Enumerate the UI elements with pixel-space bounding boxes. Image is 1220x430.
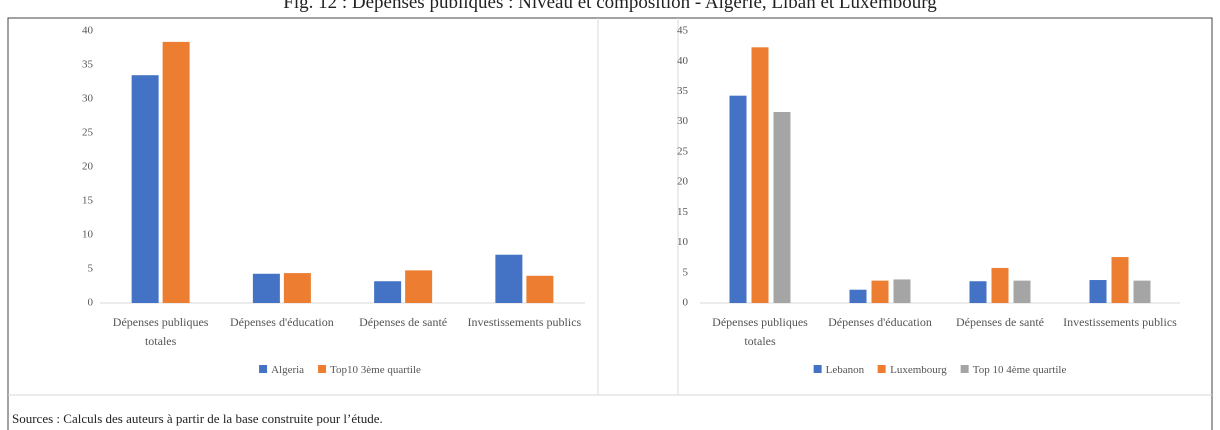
legend-item: Algeria [259, 364, 304, 376]
bar [969, 281, 987, 303]
figure-title: Fig. 12 : Dépenses publiques : Niveau et… [283, 0, 937, 13]
bar [405, 270, 433, 303]
bar [131, 75, 159, 303]
bar [893, 279, 911, 303]
legend-swatch [878, 365, 887, 373]
x-tick-label: Dépenses d'éducation [828, 315, 932, 329]
legend-item: Top10 3ème quartile [318, 364, 421, 376]
bar [1013, 280, 1031, 303]
bar [729, 95, 747, 303]
legend-label: Top 10 4ème quartile [972, 364, 1067, 376]
bar [162, 41, 190, 303]
y-tick-label: 30 [82, 93, 94, 105]
x-tick-label: Dépenses publiques totales [112, 315, 209, 348]
bar [374, 281, 402, 303]
y-tick-label: 10 [677, 236, 689, 248]
y-tick-label: 45 [677, 25, 689, 37]
x-tick-label: Investissements publics [1063, 315, 1177, 329]
bar [849, 289, 867, 303]
legend-label: Lebanon [825, 364, 865, 376]
bar [526, 275, 554, 303]
bar [1111, 257, 1129, 303]
legend-label: Algeria [271, 364, 305, 376]
legend-item: Top 10 4ème quartile [960, 364, 1067, 376]
y-tick-label: 25 [677, 145, 689, 157]
bar [751, 47, 769, 303]
bar [495, 254, 523, 303]
legend: Lebanon Luxembourg Top 10 4ème quartile [813, 364, 1067, 376]
x-tick-label: Investissements publics [467, 315, 582, 329]
y-tick-label: 15 [677, 206, 689, 218]
bar [773, 111, 791, 304]
bar [1089, 280, 1107, 303]
bar [871, 280, 889, 303]
bar [1133, 280, 1151, 303]
x-tick-label: Dépenses d'éducation [229, 315, 334, 329]
y-tick-label: 5 [88, 263, 94, 275]
legend-swatch [960, 365, 969, 373]
y-tick-label: 35 [82, 59, 94, 71]
y-tick-label: 15 [82, 195, 94, 207]
bar [252, 273, 280, 303]
bar [283, 273, 311, 303]
frame [7, 17, 1213, 430]
y-tick-label: 30 [677, 115, 689, 127]
y-tick-label: 20 [677, 176, 689, 188]
legend-item: Luxembourg [878, 364, 947, 376]
y-tick-label: 20 [82, 161, 94, 173]
y-tick-label: 35 [677, 85, 689, 97]
legend-label: Luxembourg [890, 364, 947, 376]
legend-label: Top10 3ème quartile [330, 364, 421, 376]
source-note: Sources : Calculs des auteurs à partir d… [12, 411, 383, 426]
legend-item: Lebanon [813, 364, 865, 376]
y-tick-label: 5 [683, 266, 689, 278]
y-tick-label: 0 [88, 297, 94, 309]
y-tick-label: 25 [82, 127, 94, 139]
legend: Algeria Top10 3ème quartile [259, 364, 421, 376]
legend-swatch [813, 365, 822, 373]
x-tick-label: Dépenses de santé [359, 315, 448, 329]
legend-swatch [318, 365, 327, 373]
bar [991, 267, 1009, 303]
y-tick-label: 0 [683, 297, 689, 309]
y-tick-label: 40 [82, 25, 94, 37]
y-tick-label: 10 [82, 229, 94, 241]
x-tick-label: Dépenses publiques totales [712, 315, 808, 348]
x-tick-label: Dépenses de santé [956, 315, 1044, 329]
legend-swatch [259, 365, 268, 373]
y-tick-label: 40 [677, 55, 689, 67]
